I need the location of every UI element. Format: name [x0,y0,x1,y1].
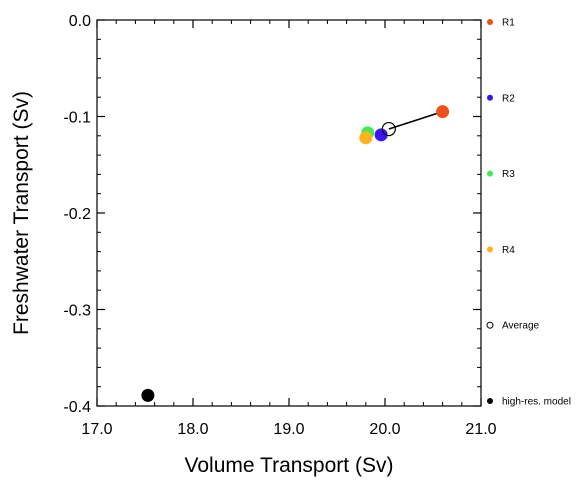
legend-marker-r3 [487,170,493,177]
major-ticks [96,19,482,407]
legend-label-average: Average [502,321,540,332]
x-tick-label: 21.0 [465,421,496,438]
point-high-res-model [141,388,155,402]
x-tick-label: 19.0 [273,421,304,438]
minor-ticks [96,19,482,407]
y-tick-labels: 0.0 -0.1 -0.2 -0.3 -0.4 [63,13,91,416]
y-tick-label: -0.4 [63,399,91,416]
y-axis-title: Freshwater Transport (Sv) [10,91,33,335]
point-average [381,121,396,137]
y-tick-label: -0.2 [63,206,91,223]
legend-label-r4: R4 [502,245,515,256]
x-tick-labels: 17.0 18.0 19.0 20.0 21.0 [81,421,496,438]
x-tick-label: 17.0 [81,421,112,438]
y-tick-label: 0.0 [69,13,91,30]
x-tick-label: 18.0 [177,421,208,438]
plot-frame [96,19,482,407]
legend: R1 R2 R3 R4 Average high-res. model [486,18,571,408]
y-tick-label: -0.3 [63,303,91,320]
point-r4 [359,131,373,145]
legend-marker-r4 [487,246,493,253]
point-r1 [436,105,450,119]
x-tick-label: 20.0 [369,421,400,438]
data-layer [141,105,450,402]
legend-label-high-res-model: high-res. model [502,397,571,408]
legend-marker-high-res-model [487,398,493,404]
legend-marker-average [486,321,494,329]
legend-marker-r2 [487,94,493,101]
point-r2 [374,128,388,142]
legend-marker-r1 [487,19,493,25]
legend-label-r2: R2 [502,93,515,104]
legend-label-r3: R3 [502,169,515,180]
y-tick-label: -0.1 [63,110,91,127]
x-axis-title: Volume Transport (Sv) [185,454,394,477]
average-to-r1-line [388,110,443,130]
legend-label-r1: R1 [502,18,515,29]
